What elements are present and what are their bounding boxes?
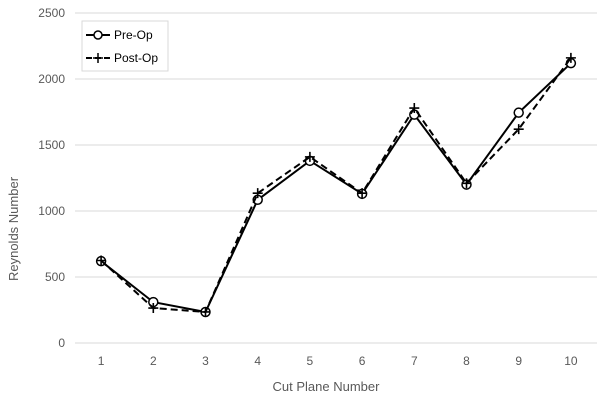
- x-tick-label: 7: [411, 354, 418, 368]
- gridlines: [75, 12, 597, 344]
- legend-post-op-label: Post-Op: [114, 51, 158, 65]
- legend-item-pre-op: Pre-Op: [86, 28, 153, 42]
- series-group: [95, 52, 577, 318]
- x-axis-title: Cut Plane Number: [273, 379, 381, 394]
- data-point: [357, 188, 368, 199]
- data-point: [461, 178, 472, 189]
- x-tick-label: 5: [307, 354, 314, 368]
- legend: Pre-Op Post-Op: [81, 20, 169, 72]
- series-line-pre-op: [100, 62, 572, 314]
- data-point: [513, 124, 524, 135]
- data-point: [409, 103, 420, 114]
- y-tick-label: 2000: [38, 72, 65, 86]
- data-point: [565, 52, 576, 63]
- y-tick-label: 500: [45, 270, 65, 284]
- y-tick-label: 2500: [38, 6, 65, 20]
- y-tick-label: 1000: [38, 204, 65, 218]
- series-line-post-op: [100, 57, 572, 314]
- data-point: [148, 303, 159, 314]
- x-tick-label: 3: [202, 354, 209, 368]
- x-tick-label: 9: [515, 354, 522, 368]
- data-point: [304, 151, 315, 162]
- data-point: [200, 306, 211, 317]
- legend-item-post-op: Post-Op: [86, 51, 158, 65]
- y-tick-labels: 0 500 1000 1500 2000 2500: [38, 6, 65, 350]
- legend-pre-op-marker: [93, 30, 103, 40]
- y-tick-label: 0: [58, 336, 65, 350]
- x-tick-label: 4: [254, 354, 261, 368]
- x-tick-label: 2: [150, 354, 157, 368]
- data-point: [513, 107, 524, 118]
- x-tick-label: 8: [463, 354, 470, 368]
- legend-pre-op-label: Pre-Op: [114, 28, 153, 42]
- x-tick-label: 10: [564, 354, 578, 368]
- x-tick-label: 1: [98, 354, 105, 368]
- legend-box: [81, 20, 169, 72]
- y-axis-title: Reynolds Number: [6, 176, 21, 281]
- x-tick-label: 6: [359, 354, 366, 368]
- data-point: [96, 255, 107, 266]
- legend-post-op-marker: [93, 53, 103, 63]
- data-point: [252, 188, 263, 199]
- x-tick-labels: 1 2 3 4 5 6 7 8 9 10: [98, 354, 578, 368]
- y-tick-label: 1500: [38, 138, 65, 152]
- series-post-op: [96, 52, 576, 317]
- series-pre-op: [95, 57, 577, 318]
